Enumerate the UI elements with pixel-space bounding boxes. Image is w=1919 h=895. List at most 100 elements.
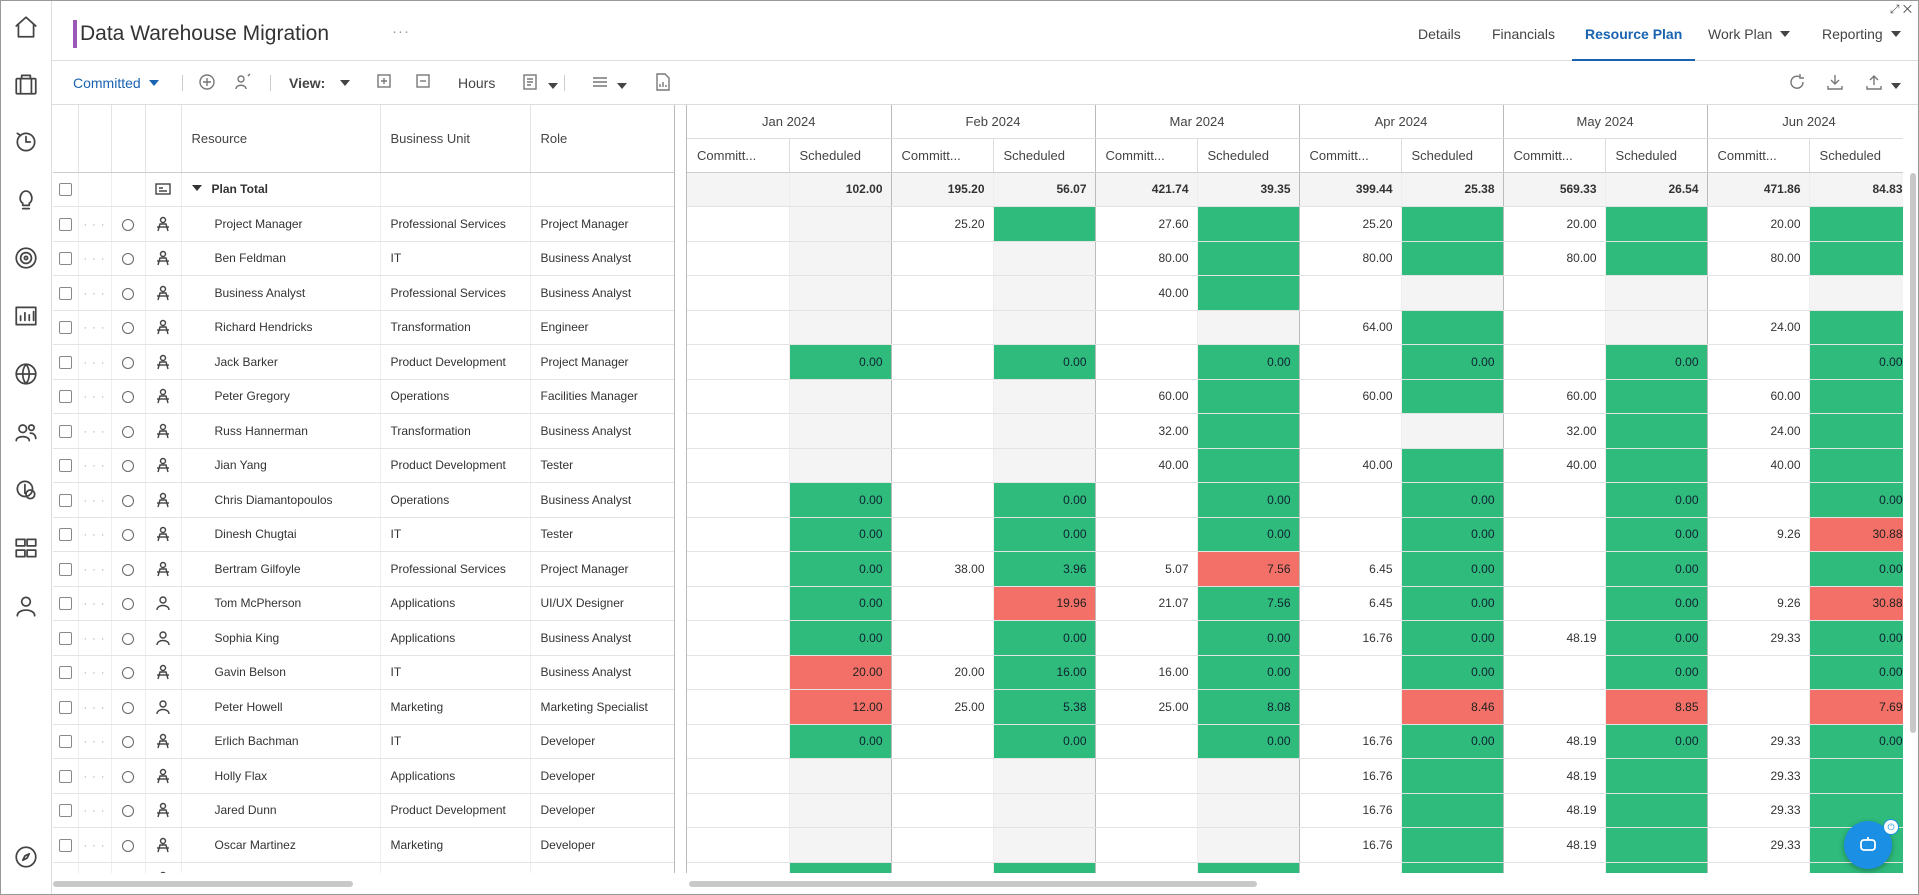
- row-actions-cell[interactable]: · · ·: [78, 551, 112, 587]
- committed-cell[interactable]: 25.00: [891, 689, 994, 725]
- committed-cell[interactable]: [1503, 344, 1606, 380]
- row-actions-cell[interactable]: · · ·: [78, 482, 112, 518]
- committed-cell[interactable]: [687, 275, 790, 311]
- row-status-cell[interactable]: [111, 517, 146, 552]
- scheduled-cell[interactable]: 0.00: [1197, 344, 1300, 380]
- home-icon[interactable]: [13, 14, 39, 40]
- row-checkbox-cell[interactable]: [53, 586, 79, 621]
- committed-cell[interactable]: [1503, 689, 1606, 725]
- committed-cell[interactable]: [1707, 482, 1810, 518]
- resource-name[interactable]: Business Analyst: [181, 275, 381, 311]
- table-row[interactable]: · · · Dinesh Chugtai IT Tester: [53, 517, 674, 552]
- row-status-cell[interactable]: [111, 862, 146, 873]
- mode-dropdown[interactable]: Committed: [73, 73, 159, 93]
- committed-cell[interactable]: 80.00: [1707, 241, 1810, 276]
- table-row[interactable]: · · · Russ Hannerman Transformation Busines…: [53, 413, 674, 449]
- table-row[interactable]: · · · Holly Flax Applications Developer: [53, 758, 674, 794]
- row-actions-cell[interactable]: · · ·: [78, 379, 112, 414]
- scheduled-cell[interactable]: 0.00: [789, 482, 892, 518]
- scheduled-cell[interactable]: 0.00: [993, 517, 1096, 552]
- committed-cell[interactable]: 40.00: [1095, 448, 1198, 483]
- scheduled-cell[interactable]: [1401, 793, 1504, 828]
- scheduled-cell[interactable]: [1401, 310, 1504, 345]
- scheduled-cell[interactable]: [1197, 241, 1300, 276]
- row-checkbox-cell[interactable]: [53, 275, 79, 311]
- scheduled-cell[interactable]: 0.00: [1605, 655, 1708, 690]
- committed-cell[interactable]: [687, 620, 790, 656]
- radio-button[interactable]: [122, 218, 134, 231]
- scheduled-cell[interactable]: [1401, 241, 1504, 276]
- upload-icon[interactable]: [1865, 73, 1901, 93]
- checkbox[interactable]: [58, 631, 72, 645]
- row-checkbox-cell[interactable]: [53, 448, 79, 483]
- more-dots-icon[interactable]: · · ·: [83, 529, 106, 542]
- scheduled-cell[interactable]: 0.00: [993, 344, 1096, 380]
- more-dots-icon[interactable]: · · ·: [83, 770, 106, 783]
- committed-cell[interactable]: [1095, 827, 1198, 863]
- column-header-role[interactable]: Role: [530, 105, 674, 173]
- resource-name[interactable]: Jared Dunn: [181, 793, 381, 828]
- committed-cell[interactable]: [891, 517, 994, 552]
- committed-cell[interactable]: [687, 724, 790, 759]
- scheduled-cell[interactable]: 0.00: [1197, 620, 1300, 656]
- committed-cell[interactable]: 29.33: [1707, 793, 1810, 828]
- checkbox[interactable]: [58, 700, 72, 714]
- table-row[interactable]: · · · Oscar Martinez Marketing Developer: [53, 827, 674, 863]
- row-status-cell[interactable]: [111, 586, 146, 621]
- committed-cell[interactable]: [1707, 551, 1810, 587]
- committed-cell[interactable]: 24.00: [1707, 310, 1810, 345]
- checkbox[interactable]: [58, 838, 72, 852]
- resource-name[interactable]: Richard Hendricks: [181, 310, 381, 345]
- scheduled-cell[interactable]: [1809, 379, 1903, 414]
- scheduled-column-header[interactable]: Scheduled: [1605, 138, 1708, 173]
- view-dropdown[interactable]: [332, 73, 350, 93]
- scheduled-cell[interactable]: [1809, 275, 1903, 311]
- scheduled-cell[interactable]: [1605, 758, 1708, 794]
- row-checkbox-cell[interactable]: [53, 206, 79, 242]
- row-status-cell[interactable]: [111, 241, 146, 276]
- committed-cell[interactable]: [687, 758, 790, 794]
- more-dots-icon[interactable]: · · ·: [83, 563, 106, 576]
- scheduled-cell[interactable]: [993, 241, 1096, 276]
- row-checkbox-cell[interactable]: [53, 655, 79, 690]
- radio-button[interactable]: [122, 391, 134, 404]
- row-status-cell[interactable]: [111, 344, 146, 380]
- committed-cell[interactable]: 40.00: [1299, 448, 1402, 483]
- committed-cell[interactable]: [1095, 482, 1198, 518]
- resource-name[interactable]: Sophia King: [181, 620, 381, 656]
- committed-cell[interactable]: [1095, 310, 1198, 345]
- committed-cell[interactable]: 29.33: [1707, 620, 1810, 656]
- committed-cell[interactable]: 20.00: [1707, 206, 1810, 242]
- lightbulb-icon[interactable]: [13, 187, 39, 213]
- committed-cell[interactable]: 6.45: [1299, 586, 1402, 621]
- scheduled-cell[interactable]: 0.00: [1401, 482, 1504, 518]
- row-actions-cell[interactable]: · · ·: [78, 793, 112, 828]
- resource-name[interactable]: [181, 862, 381, 873]
- clock-icon[interactable]: [13, 129, 39, 155]
- scheduled-cell[interactable]: [789, 310, 892, 345]
- row-actions-cell[interactable]: · · ·: [78, 827, 112, 863]
- window-controls[interactable]: ⤢ ✕: [1889, 2, 1912, 16]
- row-checkbox-cell[interactable]: [53, 793, 79, 828]
- more-dots-icon[interactable]: · · ·: [83, 425, 106, 438]
- scheduled-cell[interactable]: 0.00: [789, 551, 892, 587]
- table-row[interactable]: · · · Erlich Bachman IT Developer: [53, 724, 674, 759]
- committed-cell[interactable]: 20.00: [1503, 206, 1606, 242]
- radio-button[interactable]: [122, 770, 134, 783]
- committed-cell[interactable]: 60.00: [1299, 379, 1402, 414]
- scheduled-cell[interactable]: [993, 413, 1096, 449]
- scheduled-cell[interactable]: [1197, 206, 1300, 242]
- committed-cell[interactable]: [891, 827, 994, 863]
- scheduled-cell[interactable]: [993, 379, 1096, 414]
- scheduled-cell[interactable]: 0.00: [1197, 655, 1300, 690]
- scheduled-cell[interactable]: [993, 206, 1096, 242]
- scheduled-cell[interactable]: [1605, 379, 1708, 414]
- resource-name[interactable]: Holly Flax: [181, 758, 381, 794]
- scheduled-cell[interactable]: 0.00: [789, 724, 892, 759]
- scheduled-cell[interactable]: [1605, 413, 1708, 449]
- committed-cell[interactable]: 25.20: [1299, 206, 1402, 242]
- resource-name[interactable]: Oscar Martinez: [181, 827, 381, 863]
- checkbox[interactable]: [58, 493, 72, 507]
- row-status-cell[interactable]: [111, 551, 146, 587]
- committed-cell[interactable]: [891, 793, 994, 828]
